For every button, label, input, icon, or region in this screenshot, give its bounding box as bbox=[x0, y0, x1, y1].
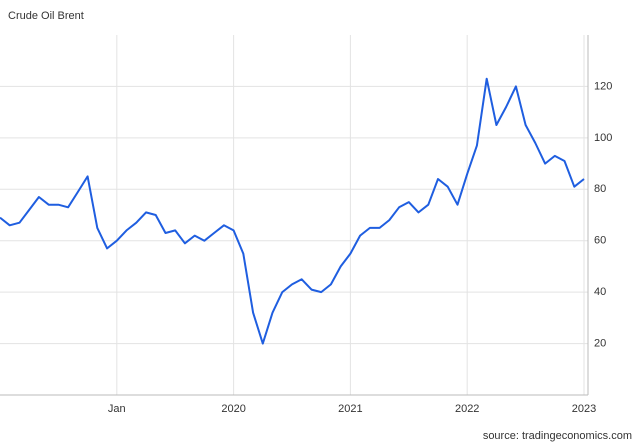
chart-title: Crude Oil Brent bbox=[8, 10, 84, 22]
y-tick-label: 80 bbox=[594, 183, 606, 195]
y-tick-label: 40 bbox=[594, 286, 606, 298]
y-tick-label: 60 bbox=[594, 235, 606, 247]
x-tick-label: 2022 bbox=[455, 403, 479, 415]
source: source: tradingeconomics.com bbox=[483, 430, 632, 442]
x-tick-label: 2023 bbox=[572, 403, 596, 415]
y-tick-label: 20 bbox=[594, 337, 606, 349]
y-tick-label: 120 bbox=[594, 80, 612, 92]
y-tick-label: 100 bbox=[594, 132, 612, 144]
price-line bbox=[0, 77, 585, 345]
x-tick-label: 2021 bbox=[338, 403, 362, 415]
x-tick-label: Jan bbox=[108, 403, 126, 415]
x-tick-label: 2020 bbox=[221, 403, 245, 415]
